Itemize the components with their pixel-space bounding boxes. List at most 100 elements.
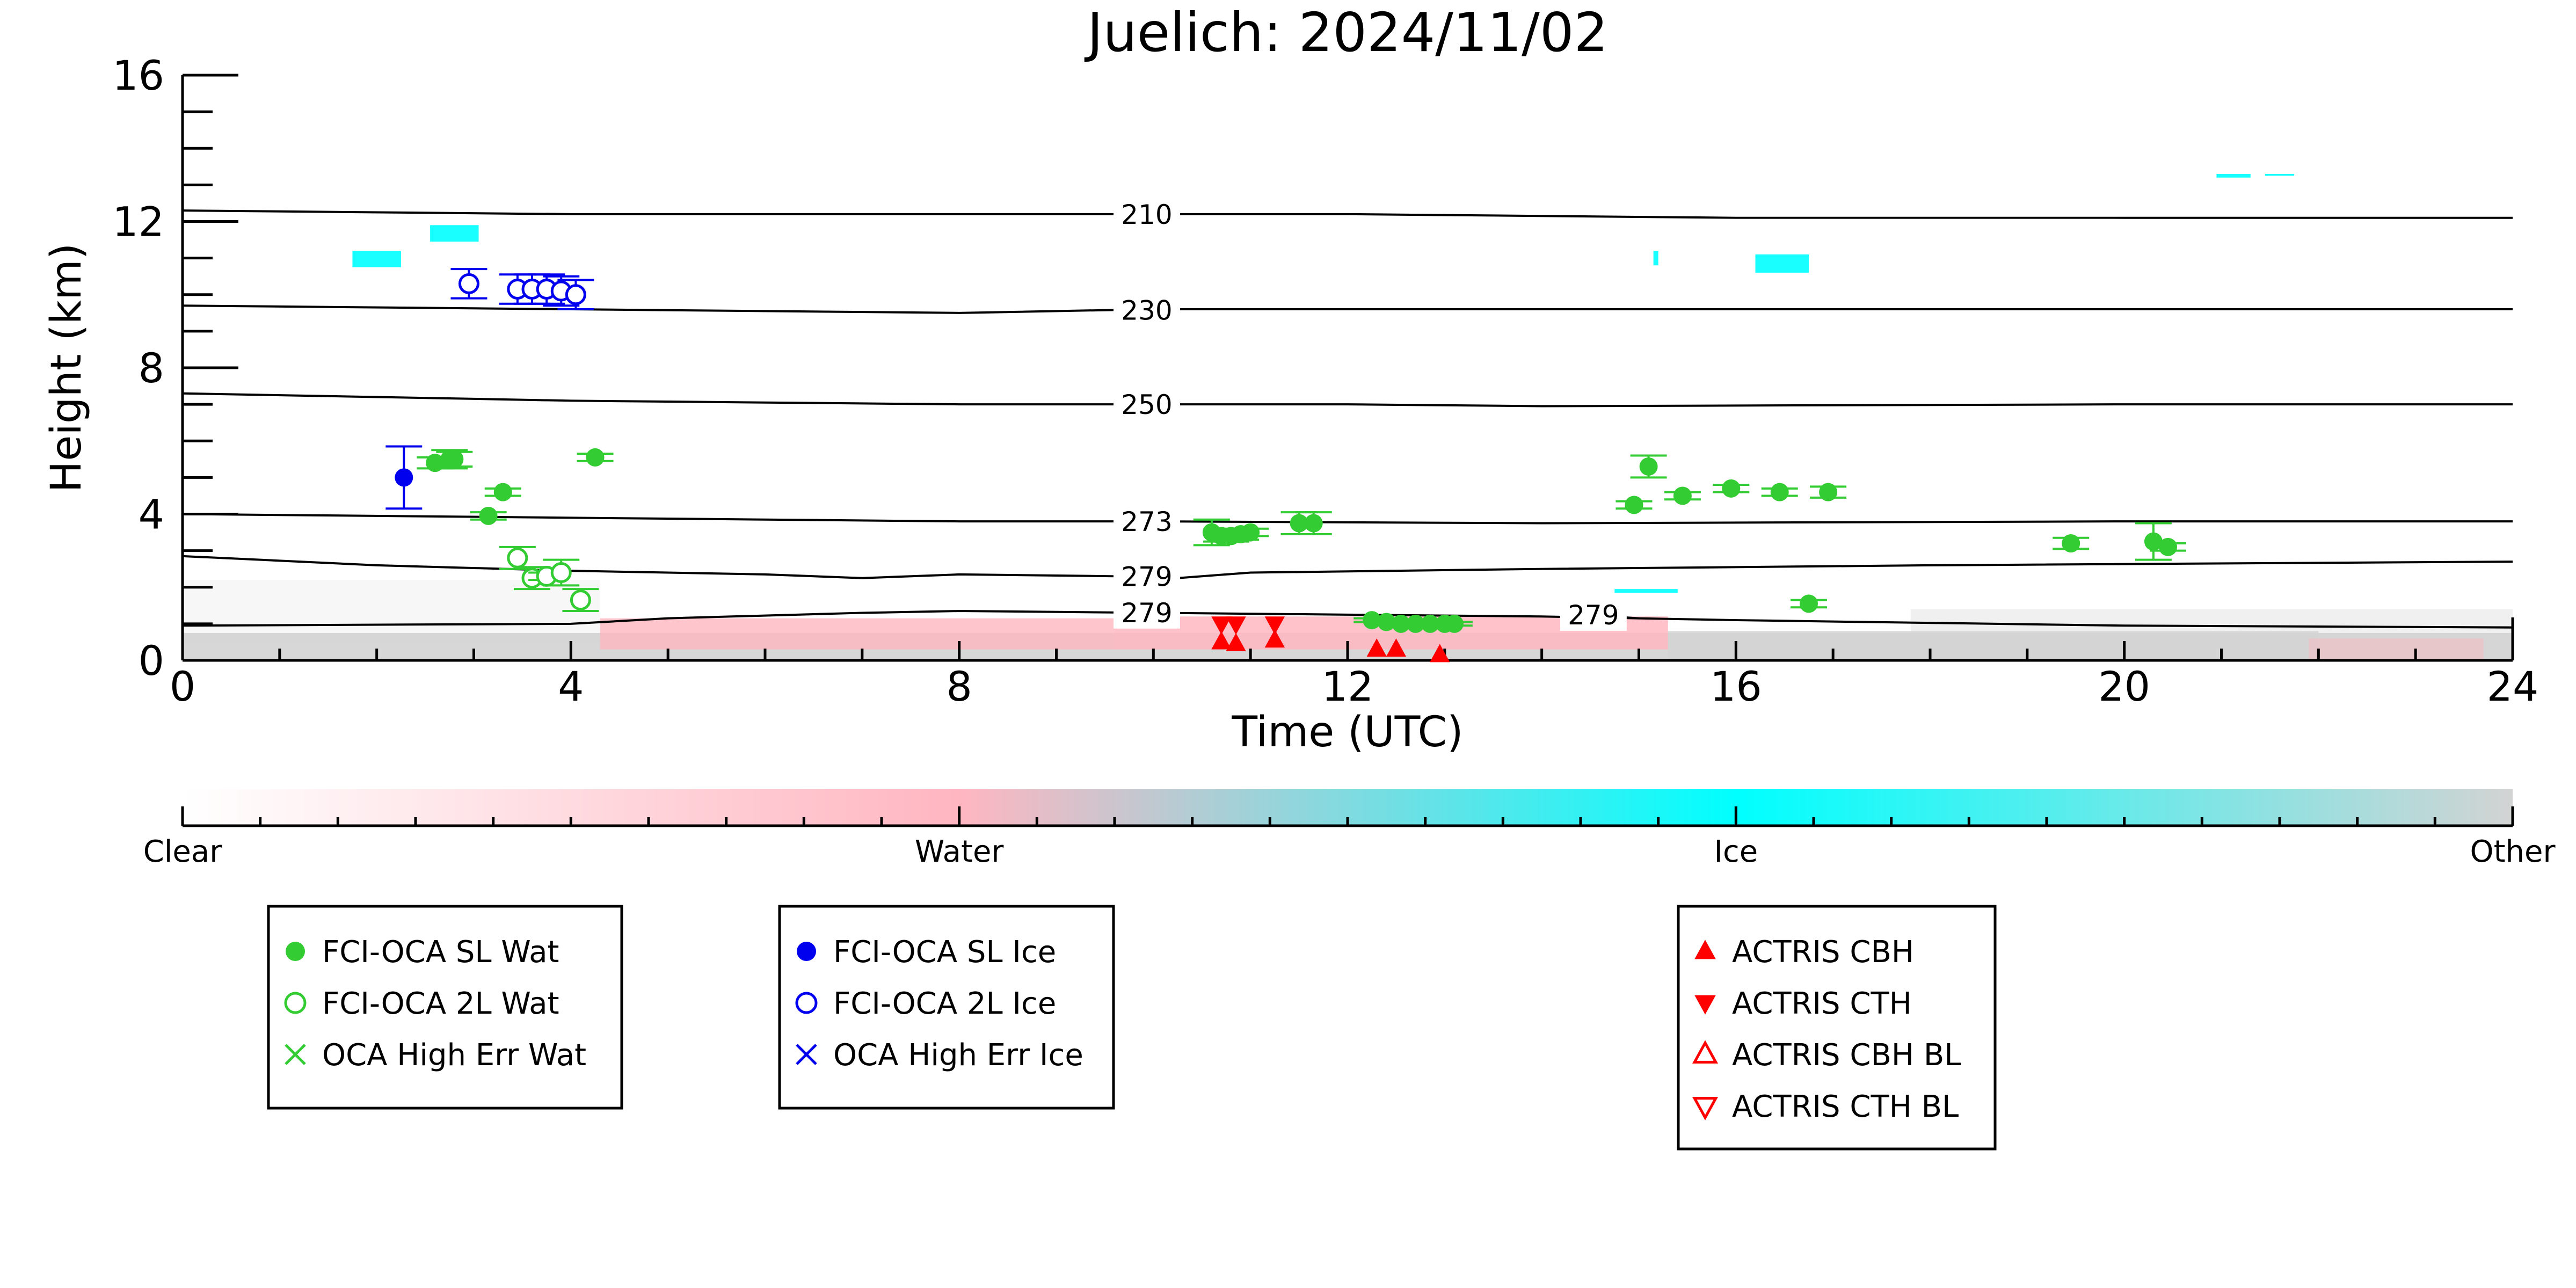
- series: [1211, 629, 1450, 663]
- data-point: [1226, 632, 1246, 651]
- colorbar-label: Clear: [143, 834, 222, 869]
- legend-label: OCA High Err Ice: [833, 1038, 1083, 1073]
- series: [450, 268, 594, 310]
- data-point: [1421, 614, 1439, 633]
- cloud-patch: [1614, 589, 1678, 593]
- data-point: [458, 273, 479, 294]
- y-tick-label: 12: [112, 198, 164, 246]
- x-tick-label: 4: [558, 663, 584, 710]
- cloud-patch: [2265, 173, 2295, 176]
- legend-box: FCI-OCA SL Ice FCI-OCA 2L Ice OCA High Err…: [778, 905, 1115, 1110]
- data-point: [1386, 638, 1407, 657]
- legend-item: ACTRIS CTH BL: [1692, 1089, 1959, 1124]
- x-axis-label: Time (UTC): [1231, 708, 1463, 756]
- y-tick-label: 16: [112, 52, 164, 99]
- y-tick-label: 8: [139, 344, 164, 392]
- axes: 0 4 8 12 16 20 24 0 4 8 12 16: [112, 52, 2538, 710]
- cloud-patch: [600, 618, 1115, 650]
- data-point: [2062, 534, 2080, 552]
- series: [499, 545, 599, 613]
- data-point: [1694, 940, 1716, 959]
- legend-item: ACTRIS CBH: [1694, 935, 1914, 970]
- contour-line: [183, 304, 2513, 314]
- x-tick-label: 24: [2487, 663, 2539, 710]
- data-point: [1445, 614, 1464, 633]
- data-point: [1406, 614, 1425, 633]
- data-point: [1264, 629, 1285, 648]
- legend-item: ACTRIS CTH: [1694, 986, 1912, 1021]
- data-point: [1430, 644, 1450, 663]
- data-point: [570, 590, 591, 611]
- contour-label-bg: [1114, 387, 1180, 421]
- contour-line: [183, 209, 2513, 219]
- data-point: [1392, 614, 1410, 633]
- legend-label: ACTRIS CBH: [1732, 935, 1914, 970]
- data-point: [1625, 496, 1643, 514]
- contour-label-bg: [1560, 597, 1627, 631]
- legend-label: ACTRIS CTH: [1732, 986, 1912, 1021]
- colorbar-label: Water: [915, 834, 1005, 869]
- contour-label: 279: [1121, 561, 1172, 592]
- colorbar-label: Ice: [1714, 834, 1758, 869]
- y-tick-label: 4: [139, 491, 164, 539]
- cloud-patch: [1910, 609, 2513, 660]
- data-point: [1799, 594, 1818, 613]
- chart-title: Juelich: 2024/11/02: [1084, 1, 1608, 64]
- legend-frame: [778, 905, 1115, 1110]
- classification-colorbar: Clear Water Ice Other: [143, 789, 2556, 869]
- data-point: [1819, 483, 1838, 501]
- data-point: [493, 483, 512, 501]
- data-point: [507, 547, 528, 569]
- data-point: [796, 1044, 817, 1065]
- legend-label: OCA High Err Wat: [322, 1038, 586, 1073]
- data-point: [795, 992, 818, 1014]
- legend-label: ACTRIS CBH BL: [1732, 1038, 1961, 1073]
- data-point: [1692, 1040, 1719, 1064]
- legend-item: OCA High Err Ice: [796, 1038, 1083, 1073]
- cloud-patch: [1668, 631, 2319, 660]
- data-point: [1211, 631, 1232, 650]
- x-tick-label: 8: [946, 663, 972, 710]
- cloud-patch: [1755, 254, 1809, 273]
- legend-frame: [267, 905, 623, 1110]
- data-point: [395, 468, 413, 487]
- legend-label: FCI-OCA SL Wat: [322, 935, 559, 970]
- data-point: [2159, 537, 2178, 556]
- legend-item: FCI-OCA SL Wat: [286, 935, 559, 970]
- cloud-patch: [2216, 173, 2251, 178]
- data-point: [286, 942, 305, 961]
- x-tick-label: 12: [1322, 663, 1374, 710]
- cloud-patch: [2309, 638, 2484, 660]
- contour-label-bg: [1114, 559, 1180, 593]
- data-point: [1673, 486, 1692, 505]
- data-point: [1241, 523, 1260, 542]
- legend-label: FCI-OCA 2L Ice: [833, 986, 1056, 1021]
- data-point: [550, 562, 572, 583]
- contour-label: 279: [1121, 598, 1172, 629]
- legends: FCI-OCA SL Wat FCI-OCA 2L Wat OCA High Err…: [267, 905, 1997, 1151]
- y-axis-label: Height (km): [42, 243, 91, 493]
- legend-item: ACTRIS CBH BL: [1692, 1038, 1961, 1073]
- data-point: [1304, 514, 1323, 533]
- contour-label-bg: [1114, 595, 1180, 629]
- contour-label: 210: [1121, 199, 1172, 230]
- legend-label: ACTRIS CTH BL: [1732, 1089, 1959, 1124]
- cloud-patch: [352, 251, 401, 267]
- legend-box: FCI-OCA SL Wat FCI-OCA 2L Wat OCA High Err…: [267, 905, 623, 1110]
- x-tick-label: 16: [1710, 663, 1762, 710]
- data-point: [1639, 457, 1658, 476]
- contour-label-bg: [1114, 197, 1180, 230]
- y-tick-label: 0: [139, 637, 164, 685]
- data-point: [479, 506, 498, 525]
- cloud-patch: [430, 225, 479, 242]
- contour-label: 230: [1121, 295, 1172, 326]
- data-markers: [385, 268, 2187, 663]
- cloud-classification-field: [183, 173, 2513, 660]
- data-point: [1692, 1097, 1719, 1120]
- data-point: [284, 992, 307, 1014]
- data-point: [565, 284, 586, 305]
- temperature-contours: 210 230 250 273 279 279 279: [183, 197, 2513, 631]
- legend-item: FCI-OCA 2L Ice: [795, 986, 1056, 1021]
- data-point: [1290, 514, 1308, 533]
